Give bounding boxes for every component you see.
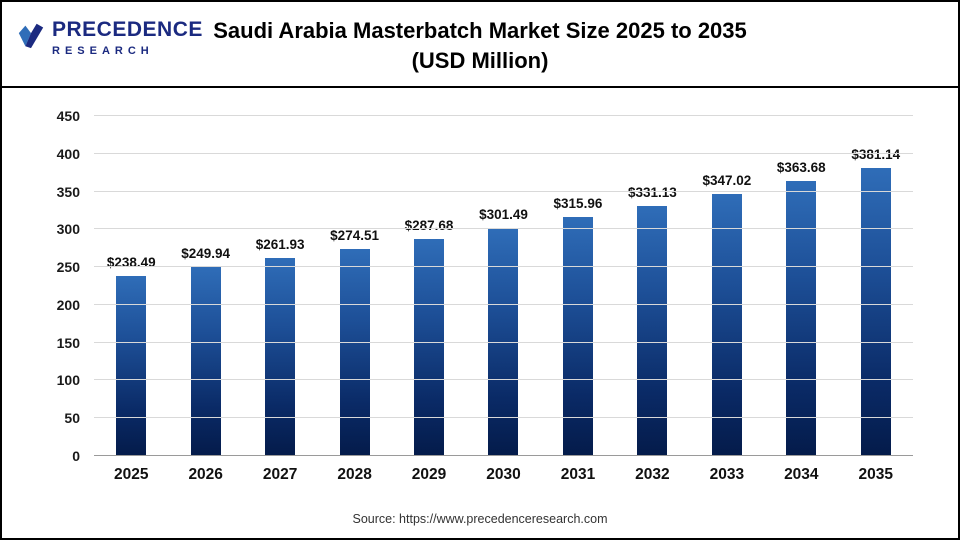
bar-column: $381.14 xyxy=(839,116,913,456)
chart-title-line1: Saudi Arabia Masterbatch Market Size 202… xyxy=(213,18,747,43)
x-tick-label: 2035 xyxy=(858,466,893,483)
gridline xyxy=(94,115,913,116)
bar xyxy=(339,248,370,456)
logo-text-precedence: PRECEDENCE xyxy=(52,18,203,41)
bar xyxy=(637,205,668,456)
bar-value-label: $381.14 xyxy=(851,147,901,163)
bar-value-label: $347.02 xyxy=(702,172,752,188)
bar-column: $261.93 xyxy=(243,116,317,456)
logo: PRECEDENCE RESEARCH xyxy=(16,18,203,57)
bar-column: $238.49 xyxy=(94,116,168,456)
y-tick-label: 200 xyxy=(56,296,80,313)
x-tick-label: 2033 xyxy=(709,466,745,483)
x-axis-line xyxy=(94,455,913,456)
y-tick-label: 350 xyxy=(56,183,80,200)
bar-column: $347.02 xyxy=(690,116,764,456)
bar-column: $331.13 xyxy=(615,116,689,456)
bar-column: $363.68 xyxy=(764,116,838,456)
bar-value-label: $363.68 xyxy=(776,160,826,176)
bar-value-label: $287.68 xyxy=(404,217,454,233)
y-tick-label: 100 xyxy=(56,372,80,389)
source-text: Source: https://www.precedenceresearch.c… xyxy=(352,512,608,526)
gridline xyxy=(94,152,913,154)
bar xyxy=(190,267,221,456)
x-tick-label: 2031 xyxy=(560,466,596,483)
x-tick-label: 2028 xyxy=(337,466,372,483)
precedence-research-logo-icon xyxy=(18,23,44,49)
chart-title: Saudi Arabia Masterbatch Market Size 202… xyxy=(2,16,958,75)
header: PRECEDENCE RESEARCH Saudi Arabia Masterb… xyxy=(2,2,958,88)
bar-value-label: $315.96 xyxy=(553,196,603,212)
gridline xyxy=(94,341,913,343)
bar-column: $274.51 xyxy=(317,116,391,456)
bars-row: $238.49 $249.94 $261.93 $274.51 $287.68 $301.… xyxy=(94,116,913,456)
y-tick-label: 150 xyxy=(56,334,80,351)
bar-value-label: $301.49 xyxy=(479,207,528,223)
gridline xyxy=(94,303,913,305)
gridline xyxy=(94,379,913,381)
x-tick-label: 2032 xyxy=(635,466,670,483)
bar-column: $249.94 xyxy=(168,116,242,456)
bar-value-label: $261.93 xyxy=(255,237,305,253)
x-tick-label: 2026 xyxy=(188,466,223,483)
x-axis-labels: 2025 2026 2027 2028 2029 2030 2031 2032 2033 2034… xyxy=(94,456,913,484)
bar-value-label: $238.49 xyxy=(106,254,156,270)
bar-value-label: $331.13 xyxy=(627,184,677,200)
logo-text-research: RESEARCH xyxy=(52,45,154,57)
bar xyxy=(786,181,817,456)
gridline xyxy=(94,266,913,268)
gridline xyxy=(94,228,913,230)
x-tick-label: 2029 xyxy=(411,466,447,483)
bar-column: $301.49 xyxy=(466,116,540,456)
y-tick-label: 300 xyxy=(56,221,80,238)
gridline xyxy=(94,417,913,419)
bar xyxy=(711,193,742,456)
bar xyxy=(562,217,593,456)
chart-title-line2: (USD Million) xyxy=(411,47,549,73)
plot-area: $238.49 $249.94 $261.93 $274.51 $287.68 $301.… xyxy=(57,108,913,464)
bar xyxy=(116,275,147,456)
y-tick-label: 250 xyxy=(56,259,80,276)
bar xyxy=(860,168,891,456)
y-tick-label: 400 xyxy=(56,145,80,162)
gridline xyxy=(94,190,913,192)
bar xyxy=(265,258,296,456)
bar xyxy=(414,238,445,456)
y-tick-label: 0 xyxy=(72,448,80,464)
x-tick-label: 2034 xyxy=(784,466,819,483)
y-tick-label: 450 xyxy=(56,108,80,124)
x-tick-label: 2027 xyxy=(262,466,298,483)
bar-value-label: $274.51 xyxy=(330,227,379,243)
x-tick-label: 2025 xyxy=(113,466,149,483)
x-tick-label: 2030 xyxy=(486,466,521,483)
bar-column: $315.96 xyxy=(541,116,615,456)
bar-value-label: $249.94 xyxy=(181,246,231,262)
y-tick-label: 50 xyxy=(64,410,80,427)
bar-column: $287.68 xyxy=(392,116,466,456)
